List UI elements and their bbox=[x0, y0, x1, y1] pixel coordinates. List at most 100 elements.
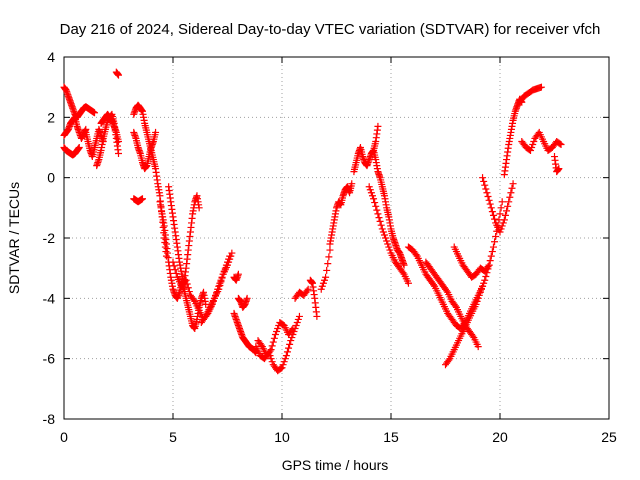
series-y bbox=[370, 147, 408, 269]
axis-ticks bbox=[63, 56, 610, 420]
data-point bbox=[501, 211, 509, 219]
data-point bbox=[485, 196, 493, 204]
data-point bbox=[277, 364, 285, 372]
data-point bbox=[288, 326, 296, 334]
data-point bbox=[366, 186, 374, 194]
data-point bbox=[399, 269, 407, 277]
data-point bbox=[489, 243, 497, 251]
data-point bbox=[498, 198, 506, 206]
data-point bbox=[378, 225, 386, 233]
data-point bbox=[487, 204, 495, 212]
data-point bbox=[400, 261, 408, 269]
data-point bbox=[474, 343, 482, 351]
data-point bbox=[367, 189, 375, 197]
data-point bbox=[324, 260, 332, 268]
data-point bbox=[379, 228, 387, 236]
data-point bbox=[479, 282, 487, 290]
data-point bbox=[497, 225, 505, 233]
data-point bbox=[480, 177, 488, 185]
data-point bbox=[326, 246, 334, 254]
data-point bbox=[172, 269, 180, 277]
data-point bbox=[404, 279, 412, 287]
data-point bbox=[303, 287, 311, 295]
data-point bbox=[377, 221, 385, 229]
data-point bbox=[278, 364, 286, 372]
data-point bbox=[481, 181, 489, 189]
series-u bbox=[306, 276, 321, 320]
data-point bbox=[195, 204, 203, 212]
y-tick-label: 2 bbox=[47, 109, 55, 125]
data-point bbox=[115, 150, 122, 158]
data-point bbox=[190, 296, 198, 304]
data-point bbox=[283, 348, 291, 356]
x-tick-label: 15 bbox=[383, 429, 399, 445]
data-point bbox=[182, 276, 190, 284]
data-point bbox=[266, 347, 274, 355]
data-point bbox=[295, 312, 303, 320]
data-point bbox=[282, 352, 290, 360]
data-point bbox=[373, 206, 381, 214]
series-d bbox=[82, 125, 107, 161]
data-point bbox=[304, 285, 312, 293]
data-point bbox=[257, 341, 265, 349]
series-o bbox=[230, 270, 242, 284]
data-point bbox=[529, 140, 537, 148]
data-point bbox=[227, 252, 235, 260]
series-h bbox=[130, 101, 170, 260]
data-point bbox=[184, 284, 192, 292]
data-point bbox=[91, 109, 99, 117]
data-point bbox=[138, 195, 146, 203]
data-point bbox=[372, 202, 380, 210]
series-x bbox=[350, 122, 382, 176]
data-point bbox=[555, 165, 563, 173]
data-point bbox=[484, 263, 492, 271]
data-point bbox=[491, 215, 499, 223]
data-point bbox=[170, 262, 178, 270]
series-p bbox=[234, 294, 251, 311]
data-point bbox=[217, 278, 225, 286]
data-point bbox=[530, 137, 538, 145]
data-point bbox=[348, 180, 356, 188]
data-point bbox=[374, 122, 382, 130]
data-point bbox=[500, 216, 508, 224]
series-n bbox=[197, 249, 236, 326]
data-point bbox=[370, 195, 378, 203]
x-axis-label: GPS time / hours bbox=[282, 457, 389, 473]
series-ae bbox=[479, 174, 517, 236]
data-point bbox=[243, 294, 251, 302]
data-point bbox=[487, 252, 495, 260]
data-point bbox=[162, 252, 170, 260]
data-point bbox=[169, 258, 177, 266]
data-point bbox=[499, 219, 507, 227]
series-t bbox=[291, 285, 312, 302]
data-point bbox=[496, 210, 504, 218]
data-point bbox=[383, 237, 391, 245]
data-point bbox=[380, 231, 388, 239]
data-point bbox=[486, 200, 494, 208]
data-point bbox=[483, 189, 491, 197]
data-point bbox=[228, 249, 236, 257]
data-point bbox=[496, 228, 504, 236]
data-point bbox=[313, 312, 321, 320]
data-point bbox=[412, 251, 420, 259]
data-point bbox=[488, 208, 496, 216]
data-point bbox=[368, 192, 376, 200]
data-point bbox=[473, 297, 481, 305]
series-ad bbox=[450, 243, 493, 281]
data-point bbox=[201, 314, 209, 322]
data-point bbox=[489, 211, 497, 219]
data-point bbox=[226, 255, 234, 263]
data-point bbox=[476, 288, 484, 296]
data-point bbox=[371, 199, 379, 207]
data-point bbox=[484, 193, 492, 201]
data-point bbox=[294, 315, 302, 323]
data-point bbox=[286, 340, 294, 348]
data-point bbox=[322, 273, 330, 281]
data-point bbox=[270, 334, 278, 342]
data-point bbox=[115, 137, 122, 145]
data-point bbox=[268, 358, 276, 366]
series-af bbox=[500, 95, 526, 179]
series-a bbox=[60, 83, 99, 121]
data-point bbox=[224, 261, 231, 269]
data-point bbox=[382, 234, 390, 242]
